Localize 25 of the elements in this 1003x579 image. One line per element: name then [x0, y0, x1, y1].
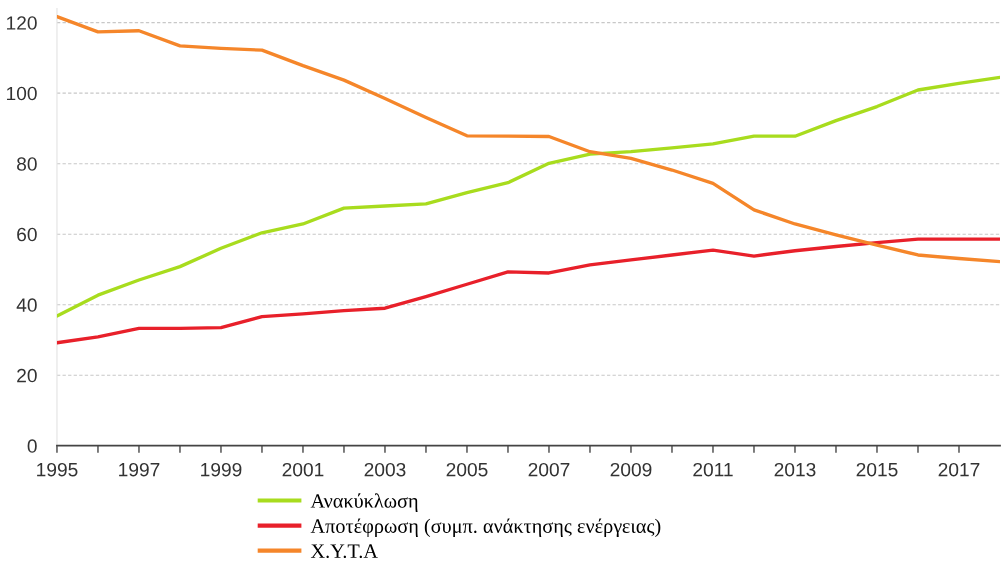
x-tick-label: 2003: [364, 462, 406, 477]
x-tick-label: 1999: [201, 462, 242, 477]
y-tick-label: 60: [17, 227, 37, 242]
x-tick-label: 1997: [119, 462, 160, 477]
x-tick-label: 2015: [856, 462, 898, 477]
y-tick-label: 20: [17, 368, 37, 383]
x-tick-label: 2007: [528, 462, 570, 477]
line-series: [56, 15, 1000, 264]
line-series: [56, 237, 1000, 345]
y-tick-label: 40: [16, 298, 37, 312]
x-tick-label: 2009: [610, 462, 652, 477]
x-tick-label: 2013: [774, 462, 816, 477]
y-tick-label: 80: [17, 157, 37, 171]
x-tick-label: 2017: [938, 462, 980, 477]
y-tick-label: 0: [27, 439, 37, 453]
legend-label: Αποτέφρωση (συμπ. ανάκτησης ενέργειας): [310, 518, 661, 538]
x-tick-label: 1995: [37, 462, 78, 477]
legend-label: Χ.Υ.Τ.Α: [310, 544, 378, 559]
x-tick-label: 2001: [282, 462, 324, 477]
y-tick-label: 120: [7, 16, 37, 30]
x-tick-label: 2005: [446, 462, 488, 477]
line-series: [56, 75, 1000, 318]
y-tick-label: 100: [7, 86, 37, 101]
legend-label: Ανακύκλωση: [310, 493, 418, 512]
x-tick-label: 2011: [693, 462, 733, 477]
